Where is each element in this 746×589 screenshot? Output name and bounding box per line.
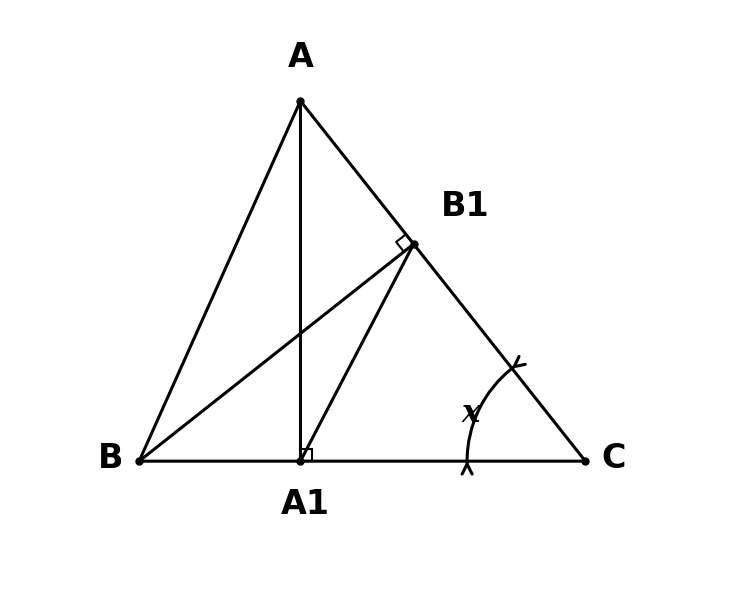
Text: A: A (287, 41, 313, 74)
Bar (301, 449, 313, 461)
Text: A1: A1 (281, 488, 330, 521)
Text: B1: B1 (440, 190, 489, 223)
Text: x: x (462, 398, 480, 429)
Text: C: C (601, 442, 626, 475)
Text: B: B (98, 442, 123, 475)
